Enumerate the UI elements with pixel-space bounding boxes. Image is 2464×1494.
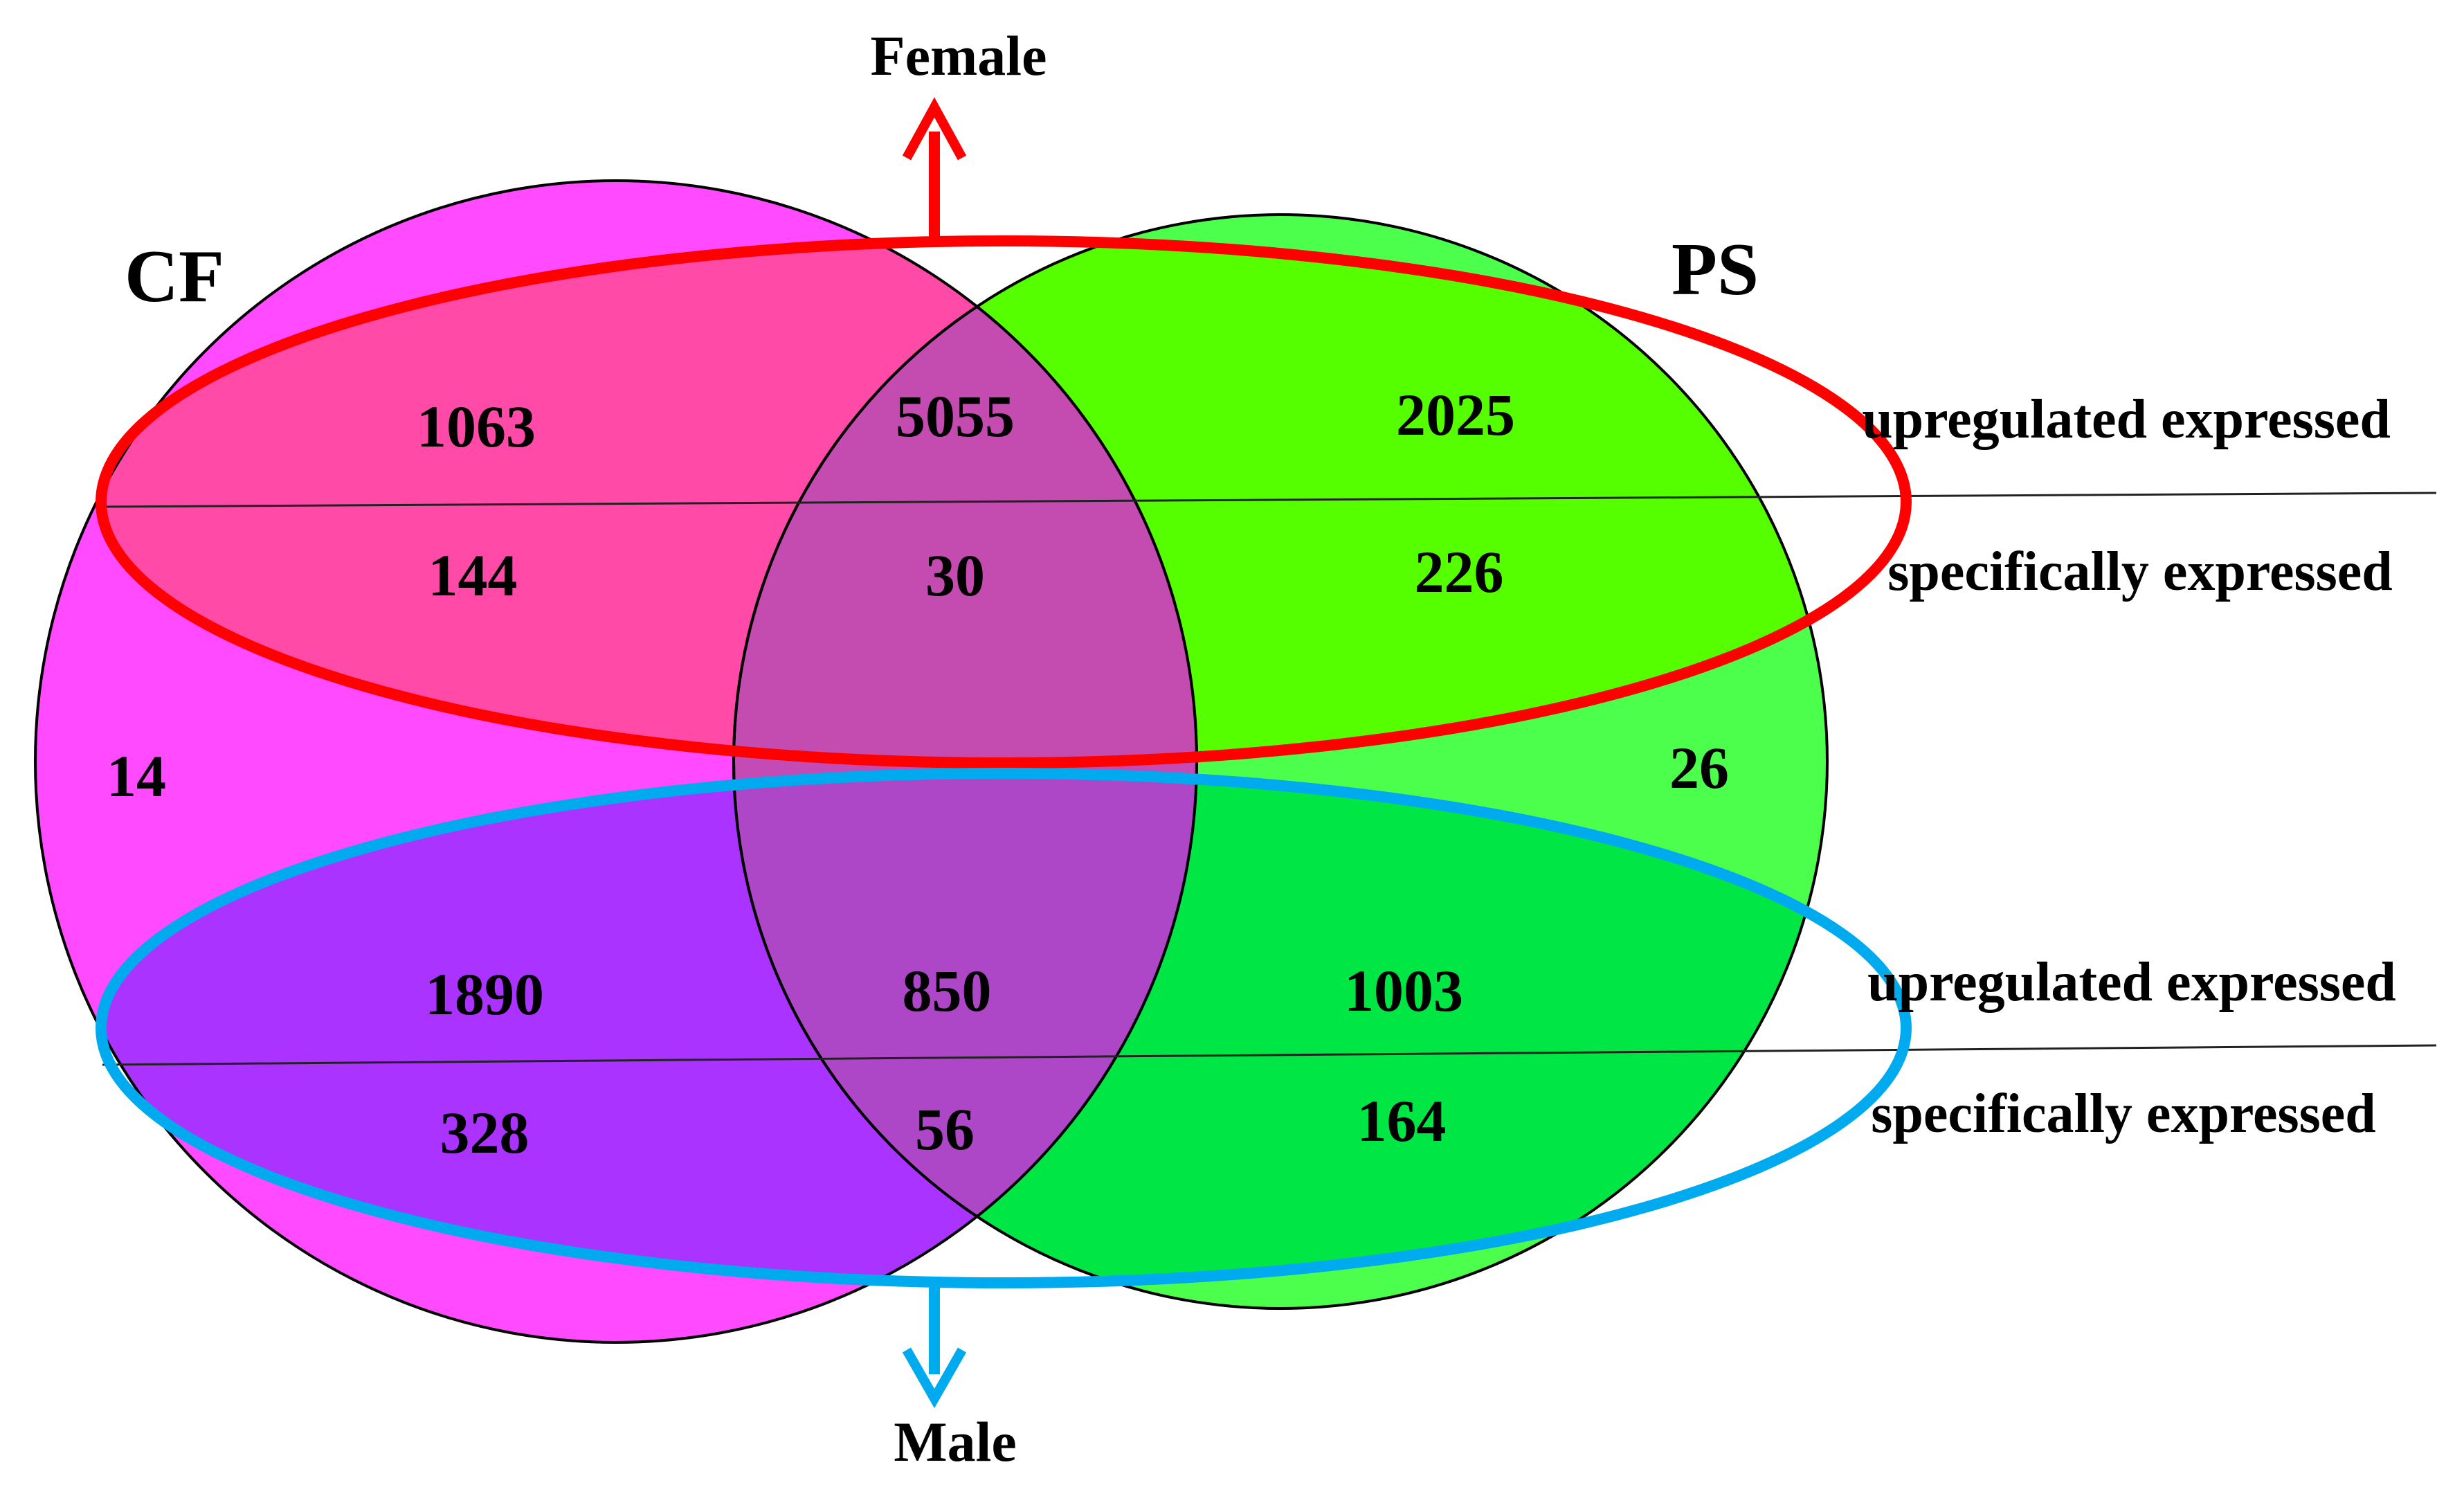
female-overlap-region xyxy=(734,241,1197,763)
male-label: Male xyxy=(894,1410,1017,1473)
ps-label: PS xyxy=(1672,228,1759,311)
ps-other-count: 26 xyxy=(1669,735,1729,801)
female-ellipse xyxy=(96,235,1912,768)
cf-other-count: 14 xyxy=(107,743,166,809)
male-upregulated-label: upregulated expressed xyxy=(1867,952,2396,1013)
male-overlap-region xyxy=(734,773,1197,1283)
female-label: Female xyxy=(871,24,1047,87)
male-ellipse xyxy=(96,768,1912,1288)
male-upregulated-ps-count: 1003 xyxy=(1344,957,1463,1024)
female-specific-label: specifically expressed xyxy=(1887,541,2393,602)
female-divider-line xyxy=(102,492,2437,508)
female-upregulated-cf-count: 1063 xyxy=(417,393,536,460)
female-specific-shared-count: 30 xyxy=(925,542,985,609)
female-upregulated-shared-count: 5055 xyxy=(896,383,1015,449)
female-specific-cf-count: 144 xyxy=(428,542,518,609)
male-specific-shared-count: 56 xyxy=(915,1096,975,1162)
male-divider-line xyxy=(102,1044,2437,1066)
male-specific-label: specifically expressed xyxy=(1871,1083,2376,1144)
male-upregulated-shared-count: 850 xyxy=(903,957,992,1024)
male-specific-cf-count: 328 xyxy=(440,1099,529,1166)
female-upregulated-label: upregulated expressed xyxy=(1862,389,2391,450)
female-specific-ps-count: 226 xyxy=(1415,539,1504,605)
ps-circle-outline xyxy=(732,213,1829,1310)
female-upregulated-ps-count: 2025 xyxy=(1396,381,1515,448)
male-arrow-icon xyxy=(902,1282,967,1409)
cf-label: CF xyxy=(125,235,224,318)
female-arrow-icon xyxy=(902,97,967,239)
male-specific-ps-count: 164 xyxy=(1357,1088,1447,1154)
male-upregulated-cf-count: 1890 xyxy=(425,961,544,1027)
